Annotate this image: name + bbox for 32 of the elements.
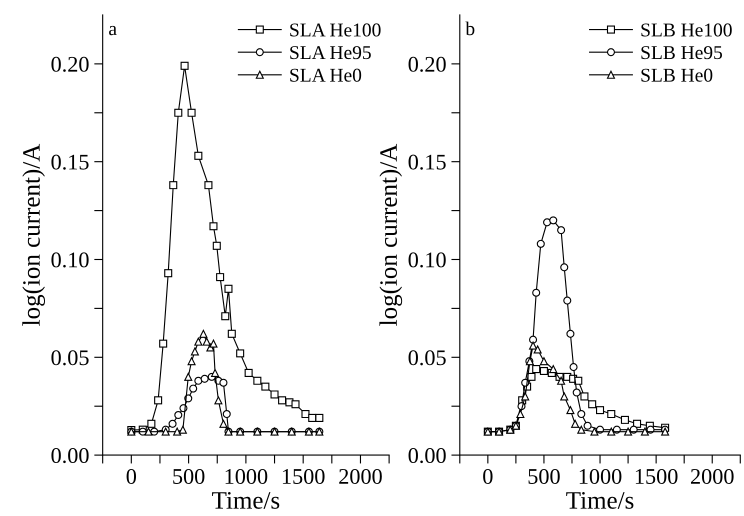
x-tick-label: 0 xyxy=(126,468,136,484)
y-tick-label: 0.20 xyxy=(51,56,89,72)
legend-label: SLB He95 xyxy=(641,46,722,60)
y-tick-label: 0.10 xyxy=(408,252,446,268)
x-tick-label: 1500 xyxy=(282,468,325,484)
y-tick-label: 0.05 xyxy=(408,350,446,366)
legend-label: SLB He100 xyxy=(641,23,732,37)
y-tick-label: 0.10 xyxy=(51,252,89,268)
x-tick-label: 500 xyxy=(528,468,560,484)
legend-label: SLB He0 xyxy=(641,68,712,82)
y-tick-label: 0.15 xyxy=(408,154,446,170)
y-tick-label: 0.05 xyxy=(51,350,89,366)
x-tick-label: 1000 xyxy=(226,468,268,484)
x-tick-label: 2000 xyxy=(339,468,382,484)
x-tick-label: 2000 xyxy=(690,468,734,484)
x-tick-label: 500 xyxy=(173,468,204,484)
legend-label: SLA He0 xyxy=(290,68,362,82)
y-tick-label: 0.15 xyxy=(51,154,89,170)
annotation: a xyxy=(109,26,117,36)
y-axis-title: log(ion current)/A xyxy=(379,144,402,326)
y-tick-label: 0.00 xyxy=(408,448,446,464)
x-tick-label: 0 xyxy=(483,468,493,484)
x-tick-label: 1500 xyxy=(636,468,678,484)
annotation: b xyxy=(465,22,474,36)
legend-label: SLA He100 xyxy=(290,23,381,37)
y-tick-label: 0.20 xyxy=(408,56,446,72)
y-tick-label: 0.00 xyxy=(51,448,89,464)
x-axis-title: Time/s xyxy=(212,492,280,509)
y-axis-title: log(ion current)/A xyxy=(22,144,46,326)
legend-label: SLA He95 xyxy=(290,46,371,60)
x-axis-title: Time/s xyxy=(566,492,634,509)
x-tick-label: 1000 xyxy=(580,468,622,484)
